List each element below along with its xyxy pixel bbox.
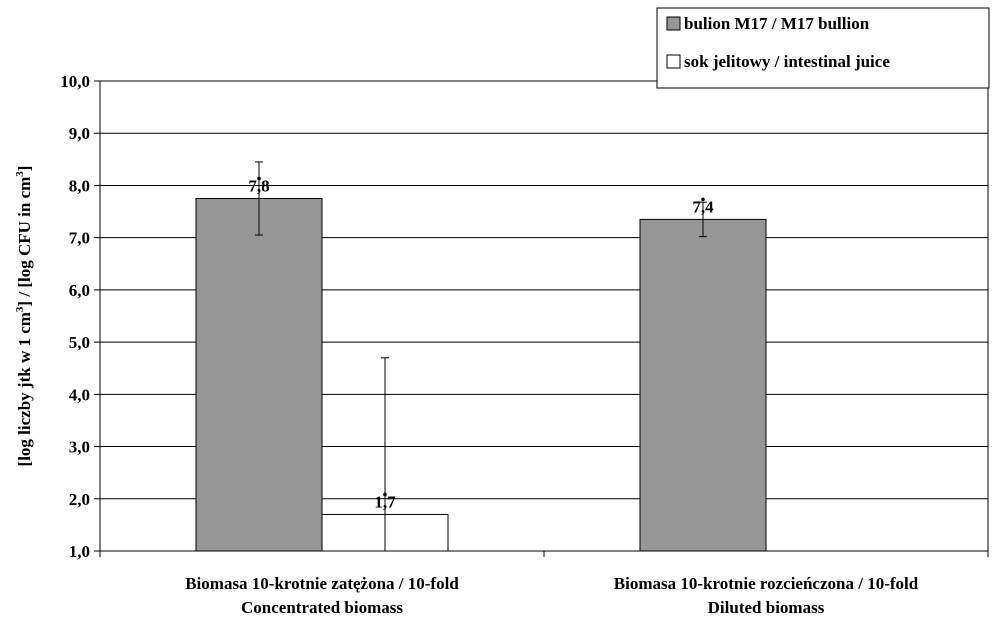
data-point-marker: [257, 176, 261, 181]
legend-label: bulion M17 / M17 bullion: [684, 14, 870, 33]
data-label: 7,8: [248, 177, 269, 196]
legend-label: sok jelitowy / intestinal juice: [684, 52, 890, 71]
bar: [639, 218, 767, 552]
bar: [195, 198, 323, 552]
y-tick-label: 6,0: [69, 281, 90, 300]
y-tick-label: 2,0: [69, 490, 90, 509]
y-tick-label: 3,0: [69, 438, 90, 457]
data-label: 1,7: [374, 492, 396, 511]
y-tick-label: 7,0: [69, 229, 90, 248]
data-label: 7,4: [692, 197, 714, 216]
legend-swatch: [666, 54, 681, 69]
data-point-marker: [383, 492, 387, 497]
y-axis-title: [log liczby jtk w 1 cm3​] / [log CFU in …: [14, 166, 34, 467]
y-tick-label: 8,0: [69, 176, 90, 195]
y-tick-label: 9,0: [69, 124, 90, 143]
y-tick-label: 10,0: [60, 72, 90, 91]
legend-swatch: [666, 16, 681, 31]
y-tick-label: 4,0: [69, 385, 90, 404]
category-label: Concentrated biomass: [241, 598, 403, 617]
data-point-marker: [701, 197, 705, 202]
category-label: Biomasa 10-krotnie zatężona / 10-fold: [185, 574, 459, 593]
category-label: Diluted biomass: [708, 598, 825, 617]
y-tick-label: 1,0: [69, 542, 90, 561]
category-label: Biomasa 10-krotnie rozcieńczona / 10-fol…: [614, 574, 919, 593]
legend: [656, 7, 990, 89]
y-tick-label: 5,0: [69, 333, 90, 352]
